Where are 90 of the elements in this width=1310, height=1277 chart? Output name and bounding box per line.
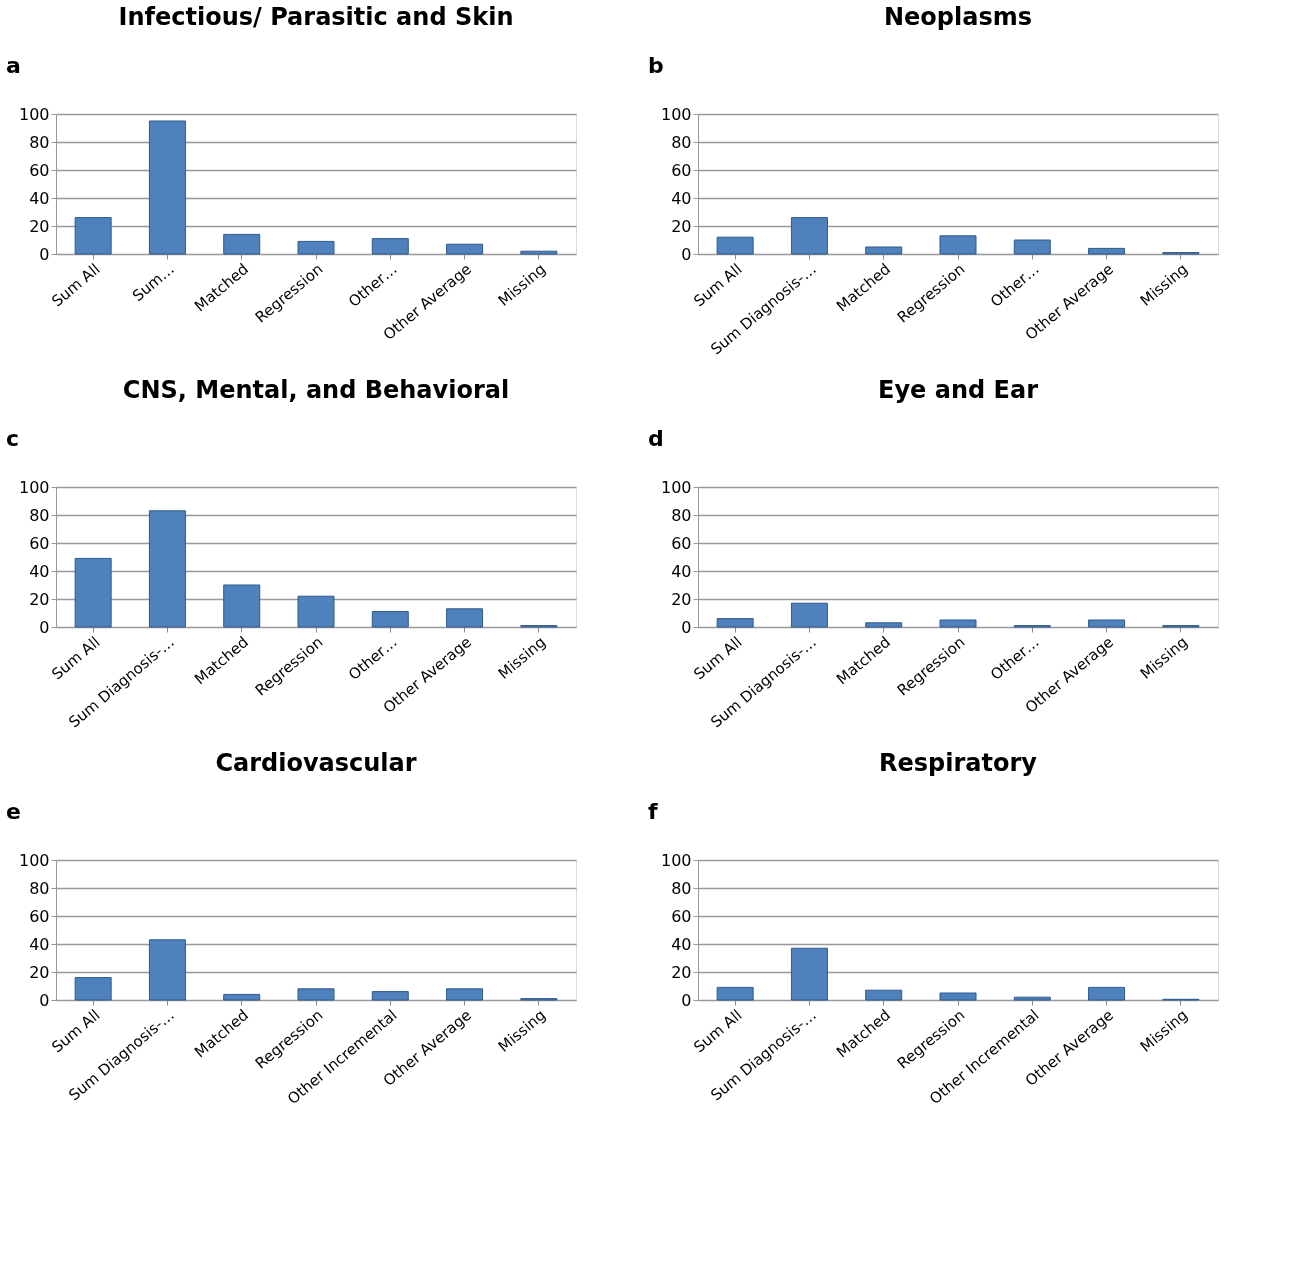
y-tick-label: 80 xyxy=(29,132,50,152)
x-tick-label: Sum All xyxy=(690,1005,746,1057)
y-tick-label: 20 xyxy=(29,216,50,236)
y-tick-label: 40 xyxy=(671,934,692,954)
bar xyxy=(371,238,409,255)
bar xyxy=(865,246,903,255)
y-tick-label: 40 xyxy=(29,561,50,581)
y-tick-label: 60 xyxy=(29,160,50,180)
y-tick-label: 20 xyxy=(29,962,50,982)
y-tick-label: 80 xyxy=(671,878,692,898)
bar xyxy=(371,991,409,1001)
text: a xyxy=(6,53,21,78)
bar xyxy=(865,622,903,628)
chart-title: CNS, Mental, and Behavioral xyxy=(122,376,510,404)
y-tick-label: 40 xyxy=(29,188,50,208)
y-tick-label: 80 xyxy=(29,505,50,525)
bar xyxy=(371,611,409,628)
y-tick-label: 0 xyxy=(39,990,50,1010)
y-tick-label: 20 xyxy=(671,216,692,236)
bar xyxy=(939,235,977,255)
bar xyxy=(939,619,977,628)
y-tick-label: 0 xyxy=(681,990,692,1010)
text: c xyxy=(6,426,20,451)
x-tick-label: Sum All xyxy=(48,259,104,311)
bar xyxy=(148,510,186,628)
y-tick-label: 80 xyxy=(671,505,692,525)
bar xyxy=(790,947,828,1001)
y-tick-label: 60 xyxy=(29,533,50,553)
y-tick-label: 20 xyxy=(671,589,692,609)
chart-title: Respiratory xyxy=(879,749,1038,777)
bar xyxy=(790,217,828,255)
y-tick-label: 40 xyxy=(671,561,692,581)
y-tick-label: 100 xyxy=(660,104,692,124)
text: f xyxy=(648,799,658,824)
bar xyxy=(148,939,186,1001)
bar xyxy=(1088,619,1126,628)
bar xyxy=(1088,986,1126,1001)
y-tick-label: 60 xyxy=(671,906,692,926)
text: b xyxy=(648,53,664,78)
bar xyxy=(223,584,261,628)
bar xyxy=(74,977,112,1001)
bar xyxy=(74,217,112,255)
bar xyxy=(716,986,754,1001)
bar xyxy=(520,250,558,255)
y-tick-label: 20 xyxy=(29,589,50,609)
bar xyxy=(446,608,484,628)
y-tick-label: 100 xyxy=(18,850,50,870)
y-tick-label: 0 xyxy=(681,244,692,264)
chart-title: Infectious/ Parasitic and Skin xyxy=(118,3,514,31)
chart-title: Cardiovascular xyxy=(215,749,417,777)
y-tick-label: 40 xyxy=(671,188,692,208)
x-tick-label: Sum All xyxy=(48,632,104,684)
x-tick-label: Sum All xyxy=(690,632,746,684)
text: d xyxy=(648,426,664,451)
y-tick-label: 0 xyxy=(39,617,50,637)
y-tick-label: 100 xyxy=(660,850,692,870)
y-tick-label: 60 xyxy=(671,533,692,553)
bar xyxy=(223,233,261,255)
y-tick-label: 80 xyxy=(671,132,692,152)
bar xyxy=(446,988,484,1001)
y-tick-label: 100 xyxy=(660,477,692,497)
bar xyxy=(716,618,754,628)
y-tick-label: 60 xyxy=(29,906,50,926)
x-tick-label: Sum All xyxy=(690,259,746,311)
y-tick-label: 100 xyxy=(18,477,50,497)
bar xyxy=(297,988,335,1001)
y-tick-label: 100 xyxy=(18,104,50,124)
text: e xyxy=(6,799,21,824)
bar xyxy=(223,993,261,1001)
y-tick-label: 0 xyxy=(39,244,50,264)
bar xyxy=(1088,247,1126,255)
x-tick-label: Sum All xyxy=(48,1005,104,1057)
bar xyxy=(1013,239,1051,255)
bar xyxy=(297,595,335,628)
y-tick-label: 40 xyxy=(29,934,50,954)
y-tick-label: 20 xyxy=(671,962,692,982)
bar xyxy=(939,992,977,1001)
y-tick-label: 80 xyxy=(29,878,50,898)
y-tick-label: 0 xyxy=(681,617,692,637)
bar xyxy=(790,602,828,628)
chart-title: Eye and Ear xyxy=(878,376,1039,404)
bar xyxy=(297,240,335,255)
bar xyxy=(148,120,186,255)
chart-title: Neoplasms xyxy=(883,3,1033,31)
bar xyxy=(74,557,112,628)
bar xyxy=(865,989,903,1001)
y-tick-label: 60 xyxy=(671,160,692,180)
bar xyxy=(716,236,754,255)
bar xyxy=(1013,996,1051,1001)
bar xyxy=(446,243,484,255)
